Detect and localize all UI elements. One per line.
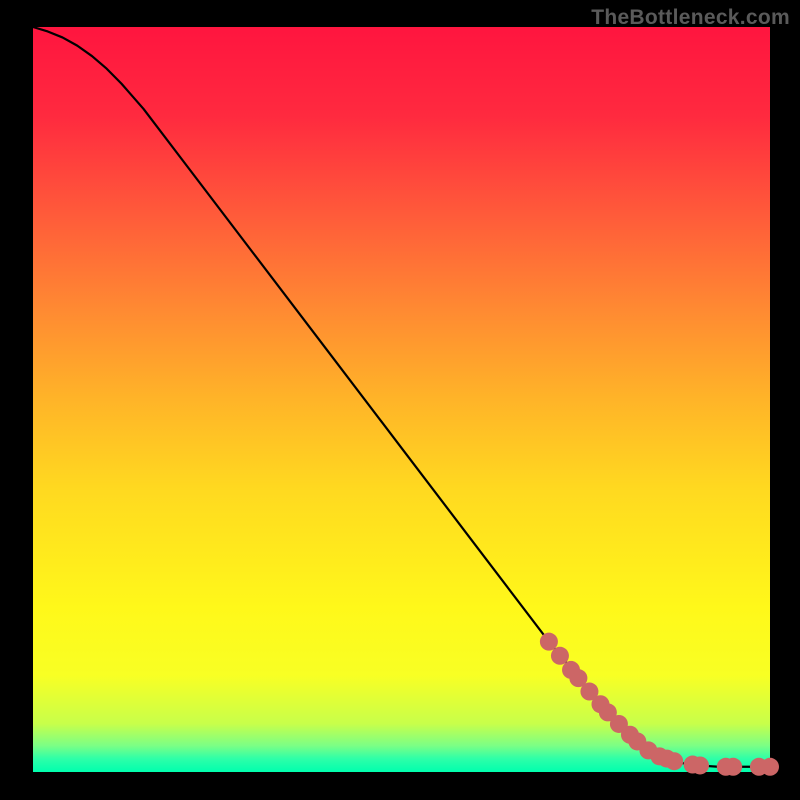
data-marker: [665, 752, 683, 770]
watermark-text: TheBottleneck.com: [591, 6, 790, 30]
data-marker: [724, 758, 742, 776]
data-marker: [540, 633, 558, 651]
chart-frame: TheBottleneck.com: [0, 0, 800, 800]
bottleneck-chart: [0, 0, 800, 800]
data-marker: [551, 647, 569, 665]
data-marker: [761, 758, 779, 776]
plot-background: [33, 27, 770, 772]
data-marker: [691, 756, 709, 774]
